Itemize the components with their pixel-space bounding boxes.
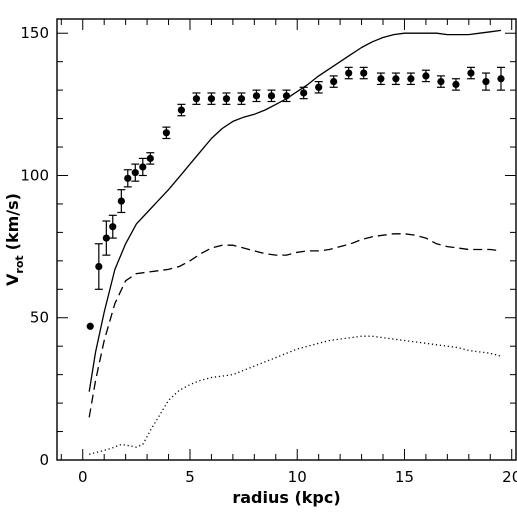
data-point [222, 95, 231, 103]
data-point [86, 322, 94, 330]
y-axis-label-unit: (km/s) [3, 193, 22, 250]
data-point [102, 234, 110, 242]
data-point [482, 77, 490, 86]
tick-labels: 0 5 10 15 20 0 50 100 150 [20, 24, 517, 486]
data-point [146, 154, 154, 163]
data-point [124, 174, 132, 182]
x-tick-label: 15 [395, 468, 414, 486]
data-point [192, 95, 201, 103]
data-points [86, 66, 505, 330]
model-curves [88, 29, 502, 455]
dotted-model-curve [89, 335, 502, 455]
plot-frame [56, 18, 517, 461]
data-point [117, 197, 125, 205]
solid-model-curve [88, 29, 502, 392]
data-point [95, 262, 103, 271]
y-axis-label-subscript: rot [13, 255, 26, 273]
axis-ticks [57, 19, 516, 461]
data-point [109, 223, 117, 231]
data-point [267, 92, 276, 100]
data-point [360, 69, 368, 77]
data-point [392, 75, 400, 83]
dashed-model-curve [88, 233, 502, 418]
data-point [407, 75, 415, 83]
data-point [252, 92, 261, 100]
data-point [315, 83, 323, 91]
data-point [377, 75, 385, 83]
data-point [467, 69, 475, 77]
y-axis-label: Vrot (km/s) [3, 193, 26, 286]
x-tick-label: 20 [502, 468, 517, 486]
data-point [422, 72, 430, 80]
data-point [452, 80, 460, 89]
x-tick-label: 10 [288, 468, 307, 486]
data-point [237, 95, 246, 103]
data-point [177, 106, 186, 114]
data-point [131, 169, 139, 177]
data-point [300, 89, 308, 97]
x-tick-label: 0 [78, 468, 88, 486]
data-point [207, 95, 216, 103]
data-point [139, 163, 147, 171]
x-axis-label: radius (kpc) [232, 488, 340, 507]
y-tick-label: 50 [30, 309, 49, 327]
data-point [330, 77, 338, 86]
y-axis-label-main: V [3, 273, 22, 286]
y-tick-label: 0 [39, 451, 49, 469]
y-tick-label: 150 [20, 24, 49, 42]
data-point [497, 75, 505, 83]
data-point [345, 69, 353, 77]
x-tick-label: 5 [185, 468, 195, 486]
data-point [282, 92, 291, 100]
data-point [437, 77, 445, 86]
y-tick-label: 100 [20, 166, 49, 184]
data-point [162, 129, 170, 137]
